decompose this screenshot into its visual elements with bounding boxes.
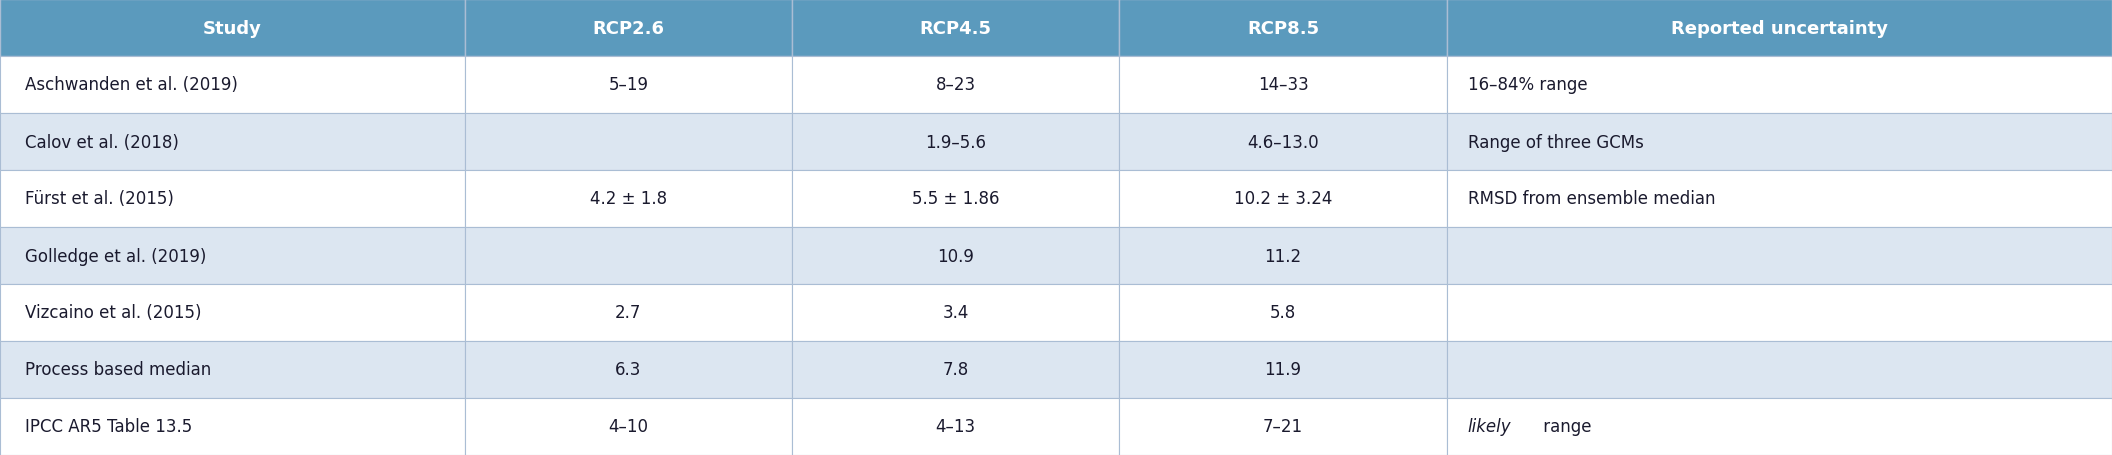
Bar: [1447, 341, 2112, 398]
Text: 11.2: 11.2: [1265, 247, 1301, 265]
Text: 10.9: 10.9: [938, 247, 974, 265]
Bar: [792, 398, 1119, 455]
Bar: [1447, 398, 2112, 455]
Bar: [0, 228, 465, 284]
Text: 5.8: 5.8: [1269, 304, 1297, 322]
Text: likely: likely: [1468, 418, 1512, 435]
Text: Golledge et al. (2019): Golledge et al. (2019): [25, 247, 207, 265]
Bar: [792, 228, 1119, 284]
Bar: [465, 341, 792, 398]
Bar: [465, 57, 792, 114]
Bar: [1447, 284, 2112, 341]
Text: 4.6–13.0: 4.6–13.0: [1248, 133, 1318, 151]
Bar: [465, 398, 792, 455]
Bar: [792, 0, 1119, 57]
Text: Fürst et al. (2015): Fürst et al. (2015): [25, 190, 173, 208]
Bar: [1447, 228, 2112, 284]
Bar: [1119, 57, 1447, 114]
Bar: [1447, 57, 2112, 114]
Bar: [0, 0, 465, 57]
Text: 3.4: 3.4: [942, 304, 969, 322]
Bar: [1119, 398, 1447, 455]
Bar: [1119, 0, 1447, 57]
Bar: [1447, 171, 2112, 228]
Text: 1.9–5.6: 1.9–5.6: [925, 133, 986, 151]
Text: 4.2 ± 1.8: 4.2 ± 1.8: [589, 190, 667, 208]
Text: Range of three GCMs: Range of three GCMs: [1468, 133, 1643, 151]
Text: IPCC AR5 Table 13.5: IPCC AR5 Table 13.5: [25, 418, 192, 435]
Bar: [0, 398, 465, 455]
Text: 16–84% range: 16–84% range: [1468, 76, 1588, 94]
Text: Process based median: Process based median: [25, 361, 211, 379]
Text: range: range: [1538, 418, 1590, 435]
Text: Study: Study: [203, 20, 262, 37]
Bar: [792, 57, 1119, 114]
Text: RMSD from ensemble median: RMSD from ensemble median: [1468, 190, 1715, 208]
Text: 5–19: 5–19: [608, 76, 648, 94]
Text: 10.2 ± 3.24: 10.2 ± 3.24: [1233, 190, 1333, 208]
Text: Reported uncertainty: Reported uncertainty: [1671, 20, 1888, 37]
Bar: [0, 57, 465, 114]
Text: 4–10: 4–10: [608, 418, 648, 435]
Bar: [1119, 114, 1447, 171]
Bar: [1119, 341, 1447, 398]
Text: 14–33: 14–33: [1257, 76, 1309, 94]
Bar: [1447, 114, 2112, 171]
Text: RCP4.5: RCP4.5: [919, 20, 993, 37]
Bar: [465, 284, 792, 341]
Bar: [1119, 284, 1447, 341]
Text: RCP8.5: RCP8.5: [1246, 20, 1320, 37]
Bar: [465, 228, 792, 284]
Text: Aschwanden et al. (2019): Aschwanden et al. (2019): [25, 76, 239, 94]
Text: Vizcaino et al. (2015): Vizcaino et al. (2015): [25, 304, 203, 322]
Text: 7.8: 7.8: [942, 361, 969, 379]
Bar: [792, 171, 1119, 228]
Text: 7–21: 7–21: [1263, 418, 1303, 435]
Bar: [792, 341, 1119, 398]
Bar: [465, 0, 792, 57]
Bar: [1119, 228, 1447, 284]
Text: 4–13: 4–13: [936, 418, 976, 435]
Text: 11.9: 11.9: [1265, 361, 1301, 379]
Text: 6.3: 6.3: [615, 361, 642, 379]
Bar: [1447, 0, 2112, 57]
Text: Calov et al. (2018): Calov et al. (2018): [25, 133, 180, 151]
Text: 8–23: 8–23: [936, 76, 976, 94]
Bar: [0, 114, 465, 171]
Text: 2.7: 2.7: [615, 304, 642, 322]
Bar: [0, 171, 465, 228]
Bar: [465, 114, 792, 171]
Bar: [0, 284, 465, 341]
Bar: [792, 114, 1119, 171]
Bar: [1119, 171, 1447, 228]
Text: RCP2.6: RCP2.6: [591, 20, 665, 37]
Bar: [465, 171, 792, 228]
Text: 5.5 ± 1.86: 5.5 ± 1.86: [912, 190, 999, 208]
Bar: [792, 284, 1119, 341]
Bar: [0, 341, 465, 398]
